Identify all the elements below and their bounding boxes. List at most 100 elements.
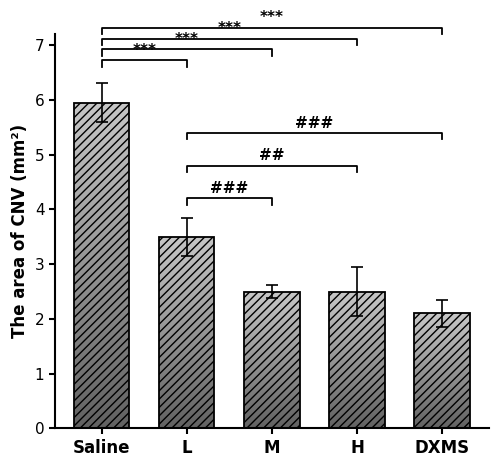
Bar: [414, 412, 470, 413]
Bar: [74, 248, 130, 249]
Bar: [159, 373, 214, 374]
Bar: [244, 308, 300, 309]
Bar: [414, 379, 470, 380]
Bar: [244, 411, 300, 412]
Bar: [414, 324, 470, 325]
Bar: [330, 342, 384, 343]
Bar: [244, 337, 300, 338]
Bar: [244, 361, 300, 362]
Bar: [330, 402, 384, 403]
Bar: [414, 373, 470, 374]
Bar: [414, 360, 470, 361]
Bar: [159, 402, 214, 403]
Bar: [414, 366, 470, 367]
Bar: [74, 265, 130, 267]
Bar: [159, 240, 214, 241]
Bar: [74, 389, 130, 391]
Bar: [159, 295, 214, 296]
Bar: [414, 395, 470, 396]
Bar: [244, 301, 300, 302]
Bar: [330, 295, 384, 296]
Bar: [159, 310, 214, 311]
Bar: [330, 319, 384, 320]
Bar: [74, 300, 130, 301]
Bar: [74, 399, 130, 401]
Bar: [330, 292, 384, 429]
Bar: [74, 274, 130, 275]
Bar: [74, 220, 130, 221]
Bar: [244, 359, 300, 360]
Bar: [330, 409, 384, 410]
Bar: [74, 106, 130, 108]
Bar: [74, 111, 130, 112]
Bar: [74, 280, 130, 282]
Bar: [414, 405, 470, 406]
Bar: [74, 416, 130, 417]
Bar: [159, 332, 214, 333]
Bar: [74, 332, 130, 334]
Bar: [244, 413, 300, 414]
Bar: [74, 225, 130, 227]
Bar: [159, 265, 214, 266]
Bar: [330, 305, 384, 306]
Bar: [414, 377, 470, 378]
Bar: [159, 345, 214, 346]
Bar: [244, 295, 300, 296]
Bar: [159, 317, 214, 318]
Bar: [159, 326, 214, 327]
Bar: [159, 327, 214, 328]
Bar: [159, 237, 214, 238]
Bar: [74, 192, 130, 194]
Bar: [330, 365, 384, 366]
Bar: [414, 416, 470, 417]
Bar: [74, 207, 130, 209]
Bar: [244, 294, 300, 295]
Bar: [159, 343, 214, 344]
Bar: [159, 274, 214, 275]
Bar: [244, 335, 300, 336]
Bar: [414, 414, 470, 415]
Bar: [244, 293, 300, 294]
Bar: [74, 152, 130, 153]
Bar: [244, 355, 300, 356]
Bar: [244, 403, 300, 404]
Bar: [330, 367, 384, 368]
Bar: [244, 379, 300, 380]
Bar: [74, 314, 130, 316]
Bar: [159, 276, 214, 277]
Bar: [330, 317, 384, 318]
Bar: [414, 332, 470, 333]
Bar: [159, 394, 214, 395]
Bar: [74, 143, 130, 145]
Bar: [330, 410, 384, 411]
Bar: [159, 412, 214, 413]
Bar: [244, 410, 300, 411]
Bar: [159, 416, 214, 417]
Bar: [159, 365, 214, 366]
Bar: [414, 326, 470, 327]
Bar: [159, 324, 214, 325]
Bar: [414, 346, 470, 347]
Bar: [414, 410, 470, 411]
Bar: [414, 426, 470, 427]
Bar: [74, 166, 130, 168]
Bar: [244, 408, 300, 409]
Bar: [244, 376, 300, 377]
Bar: [330, 416, 384, 417]
Bar: [414, 333, 470, 334]
Bar: [74, 130, 130, 132]
Bar: [74, 119, 130, 120]
Bar: [330, 340, 384, 341]
Bar: [414, 420, 470, 421]
Bar: [244, 397, 300, 398]
Bar: [74, 296, 130, 298]
Bar: [159, 411, 214, 412]
Bar: [414, 421, 470, 422]
Bar: [330, 306, 384, 307]
Bar: [74, 412, 130, 414]
Bar: [244, 387, 300, 388]
Bar: [244, 378, 300, 379]
Text: ###: ###: [296, 116, 334, 131]
Bar: [330, 336, 384, 337]
Text: ##: ##: [259, 148, 284, 163]
